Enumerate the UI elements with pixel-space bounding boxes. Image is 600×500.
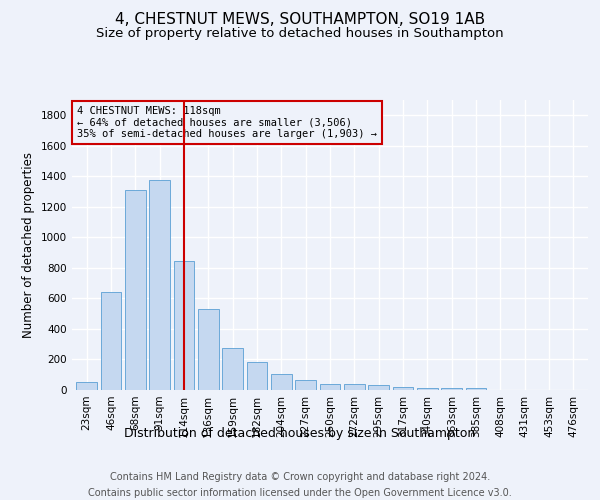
Bar bbox=[271, 374, 292, 390]
Bar bbox=[76, 382, 97, 390]
Bar bbox=[295, 380, 316, 390]
Bar bbox=[344, 384, 365, 390]
Bar bbox=[417, 388, 438, 390]
Bar bbox=[320, 384, 340, 390]
Bar bbox=[173, 261, 194, 390]
Bar bbox=[125, 190, 146, 390]
Bar bbox=[198, 309, 218, 390]
Bar bbox=[149, 180, 170, 390]
Text: Size of property relative to detached houses in Southampton: Size of property relative to detached ho… bbox=[96, 28, 504, 40]
Bar bbox=[247, 362, 268, 390]
Bar bbox=[442, 388, 462, 390]
Text: Contains public sector information licensed under the Open Government Licence v3: Contains public sector information licen… bbox=[88, 488, 512, 498]
Bar bbox=[101, 292, 121, 390]
Bar bbox=[466, 388, 487, 390]
Y-axis label: Number of detached properties: Number of detached properties bbox=[22, 152, 35, 338]
Text: 4 CHESTNUT MEWS: 118sqm
← 64% of detached houses are smaller (3,506)
35% of semi: 4 CHESTNUT MEWS: 118sqm ← 64% of detache… bbox=[77, 106, 377, 139]
Text: Distribution of detached houses by size in Southampton: Distribution of detached houses by size … bbox=[124, 428, 476, 440]
Text: Contains HM Land Registry data © Crown copyright and database right 2024.: Contains HM Land Registry data © Crown c… bbox=[110, 472, 490, 482]
Bar bbox=[222, 348, 243, 390]
Text: 4, CHESTNUT MEWS, SOUTHAMPTON, SO19 1AB: 4, CHESTNUT MEWS, SOUTHAMPTON, SO19 1AB bbox=[115, 12, 485, 28]
Bar bbox=[392, 387, 413, 390]
Bar bbox=[368, 386, 389, 390]
